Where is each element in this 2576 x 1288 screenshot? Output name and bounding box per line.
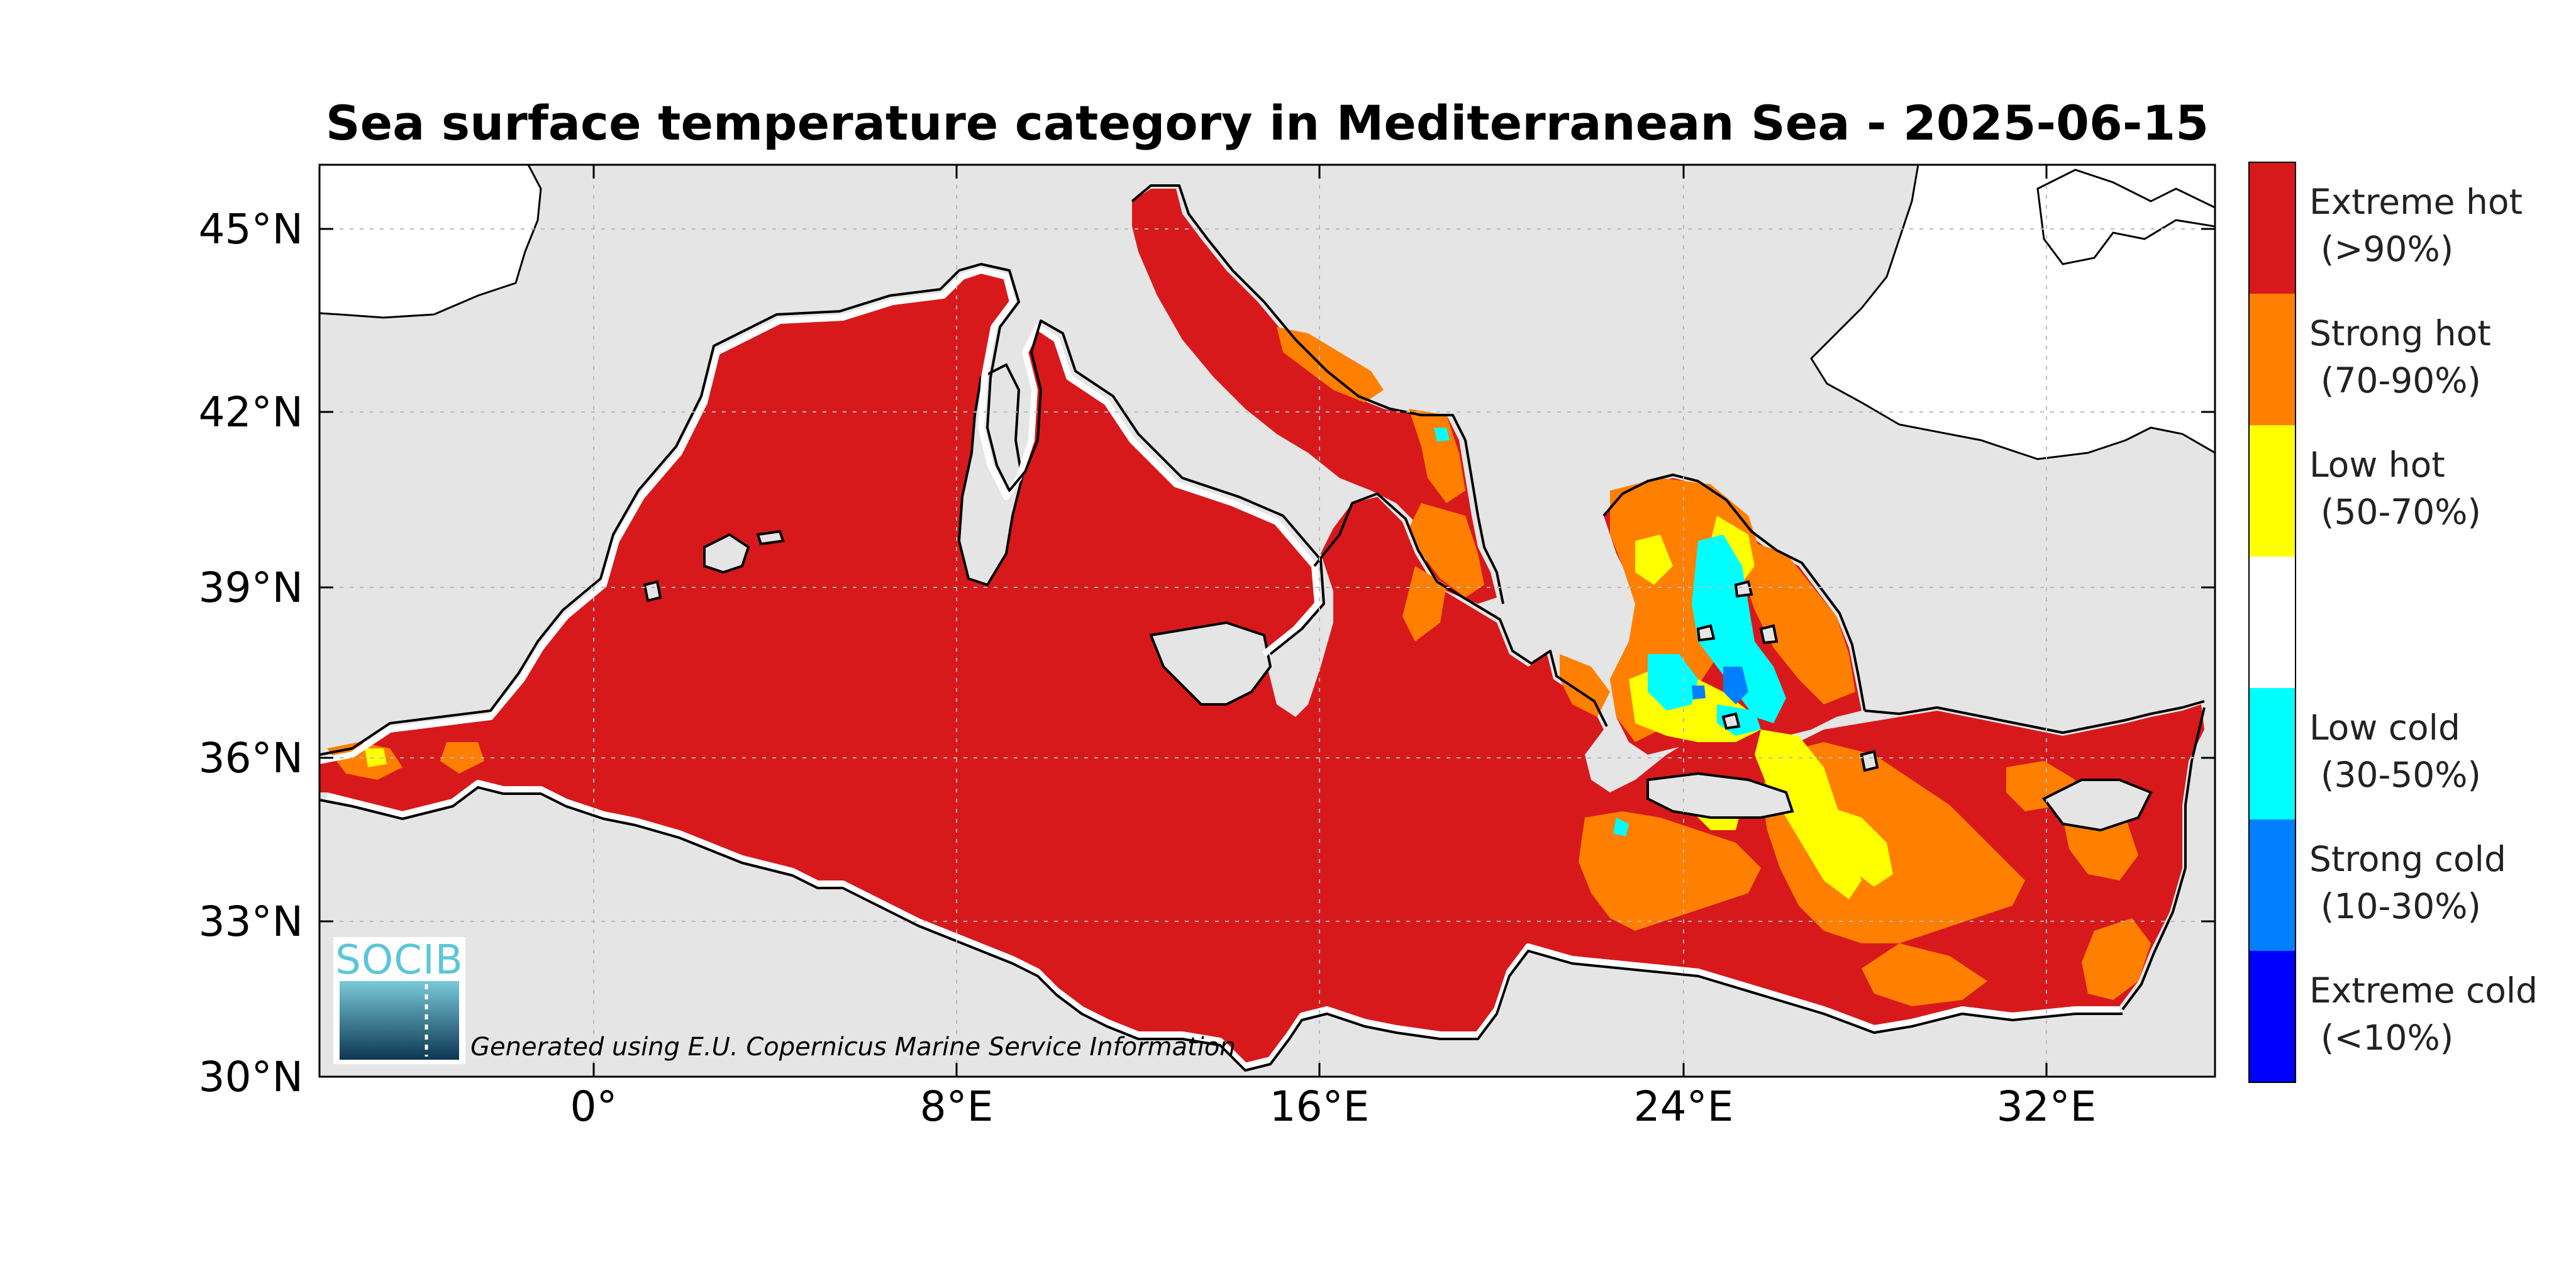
legend-swatch [2249, 688, 2296, 819]
legend-label: Strong cold [2309, 839, 2506, 879]
lat-label: 42°N [199, 388, 303, 436]
legend-label: Strong hot [2309, 313, 2491, 353]
coastlines [319, 184, 2206, 1072]
legend-frame [2248, 162, 2296, 1083]
legend-swatch [2249, 819, 2296, 951]
legend-range: (<10%) [2321, 1018, 2453, 1058]
lat-label: 36°N [199, 734, 303, 782]
islands [643, 363, 2153, 832]
legend-range: (10-30%) [2321, 886, 2481, 926]
legend-label: Low cold [2309, 708, 2460, 748]
low-cold-patches [1434, 428, 1786, 836]
category-legend: Extreme hot (>90%) Strong hot (70-90%) Low h… [2248, 162, 2538, 1083]
legend-label: Extreme hot [2309, 182, 2523, 222]
legend-swatch [2249, 294, 2296, 425]
lat-label: 33°N [199, 897, 303, 946]
latitude-labels: 45°N 42°N 39°N 36°N 33°N 30°N [199, 205, 303, 1101]
lat-label: 39°N [199, 564, 303, 612]
lon-label: 32°E [1997, 1082, 2097, 1131]
longitude-labels: 0° 8°E 16°E 24°E 32°E [570, 1082, 2097, 1131]
outside-domain-black-sea [1810, 165, 2215, 460]
legend-range: (50-70%) [2321, 492, 2481, 532]
island-crete [1646, 772, 1794, 819]
lat-label: 45°N [199, 205, 303, 253]
legend-swatch [2249, 162, 2296, 294]
map-title: Sea surface temperature category in Medi… [326, 95, 2209, 151]
island-mallorca [703, 533, 750, 574]
legend-range: (30-50%) [2321, 755, 2481, 795]
island-rhodes [1860, 750, 1879, 772]
island-aegean-4 [1734, 580, 1753, 598]
plot-frame [318, 164, 2216, 1078]
island-ibiza [643, 580, 662, 602]
legend-label: Extreme cold [2309, 970, 2538, 1011]
lat-label: 30°N [199, 1053, 303, 1101]
lon-label: 8°E [920, 1082, 994, 1131]
gridlines [319, 165, 2215, 1077]
island-aegean-2 [1696, 624, 1716, 642]
sea-adriatic [1132, 189, 1497, 604]
legend-swatch [2249, 951, 2296, 1082]
strong-cold-patches [1692, 667, 1748, 704]
island-aegean-1 [1721, 712, 1741, 730]
legend-range: (>90%) [2321, 229, 2453, 269]
island-cyprus [2041, 779, 2153, 832]
credit-text: Generated using E.U. Copernicus Marine S… [470, 1033, 1236, 1062]
island-corsica-sardinia [957, 363, 1024, 587]
lon-label: 24°E [1634, 1082, 1734, 1131]
legend-label: Low hot [2309, 445, 2445, 485]
map-plot-area: SOCIB Generated using E.U. Copernicus Ma… [319, 165, 2215, 1077]
lon-label: 0° [570, 1082, 618, 1131]
outside-domain-europe-west [319, 165, 542, 319]
lon-label: 16°E [1270, 1082, 1370, 1131]
logo-text: SOCIB [335, 937, 463, 984]
legend-range: (70-90%) [2321, 360, 2481, 401]
legend-swatch [2249, 425, 2296, 557]
legend-swatch [2249, 557, 2296, 688]
island-sicily [1149, 621, 1272, 706]
socib-logo: SOCIB [333, 937, 465, 1064]
island-menorca [756, 530, 785, 546]
outside-domain-crimea [2036, 169, 2215, 265]
island-aegean-3 [1759, 624, 1779, 645]
axis-ticks [319, 165, 2215, 1077]
